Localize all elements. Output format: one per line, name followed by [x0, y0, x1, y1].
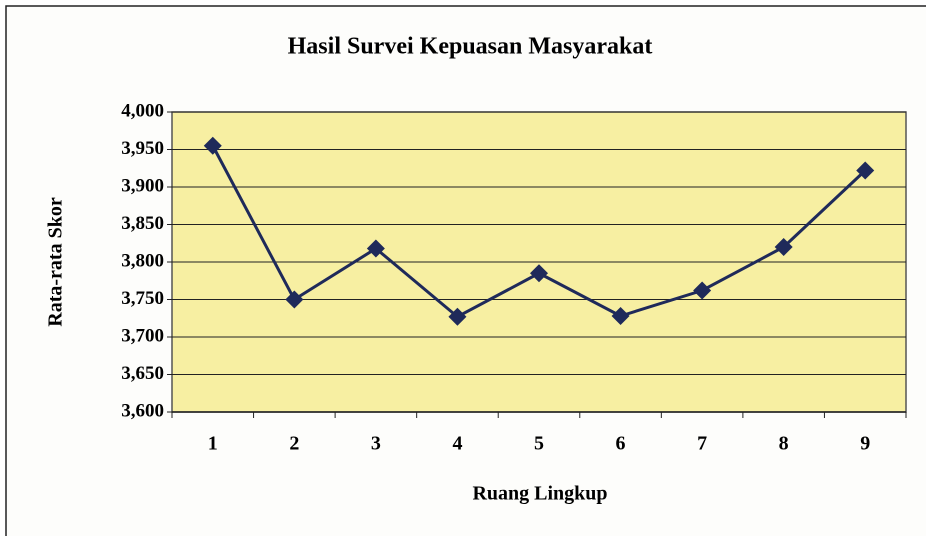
x-tick-label: 4: [452, 433, 462, 455]
y-tick-label: 3,650: [121, 363, 164, 384]
y-axis-label: Rata-rata Skor: [45, 197, 67, 327]
y-tick-label: 4,000: [121, 100, 164, 121]
y-tick-label: 3,600: [121, 400, 164, 421]
y-tick-label: 3,850: [121, 213, 164, 234]
marker: [448, 307, 467, 326]
marker: [530, 264, 548, 283]
marker: [611, 307, 630, 325]
x-tick-label: 8: [779, 433, 789, 455]
x-tick-label: 3: [371, 433, 381, 455]
marker: [774, 238, 793, 256]
y-tick-label: 3,900: [121, 175, 164, 196]
y-tick-label: 3,800: [121, 250, 164, 271]
x-tick-label: 7: [697, 433, 707, 455]
chart-title: Hasil Survei Kepuasan Masyarakat: [288, 34, 653, 60]
y-tick-label: 3,750: [121, 288, 164, 309]
x-tick-label: 5: [534, 433, 544, 455]
y-tick-label: 3,700: [121, 325, 164, 346]
x-tick-label: 2: [289, 433, 299, 455]
x-tick-label: 9: [860, 433, 870, 455]
x-tick-label: 1: [208, 433, 218, 455]
x-axis-label: Ruang Lingkup: [472, 483, 607, 505]
marker: [366, 239, 385, 258]
marker: [285, 290, 304, 309]
marker: [693, 281, 712, 300]
marker: [856, 161, 875, 180]
y-tick-label: 3,950: [121, 138, 164, 159]
marker: [203, 136, 222, 155]
x-tick-label: 6: [616, 433, 626, 455]
